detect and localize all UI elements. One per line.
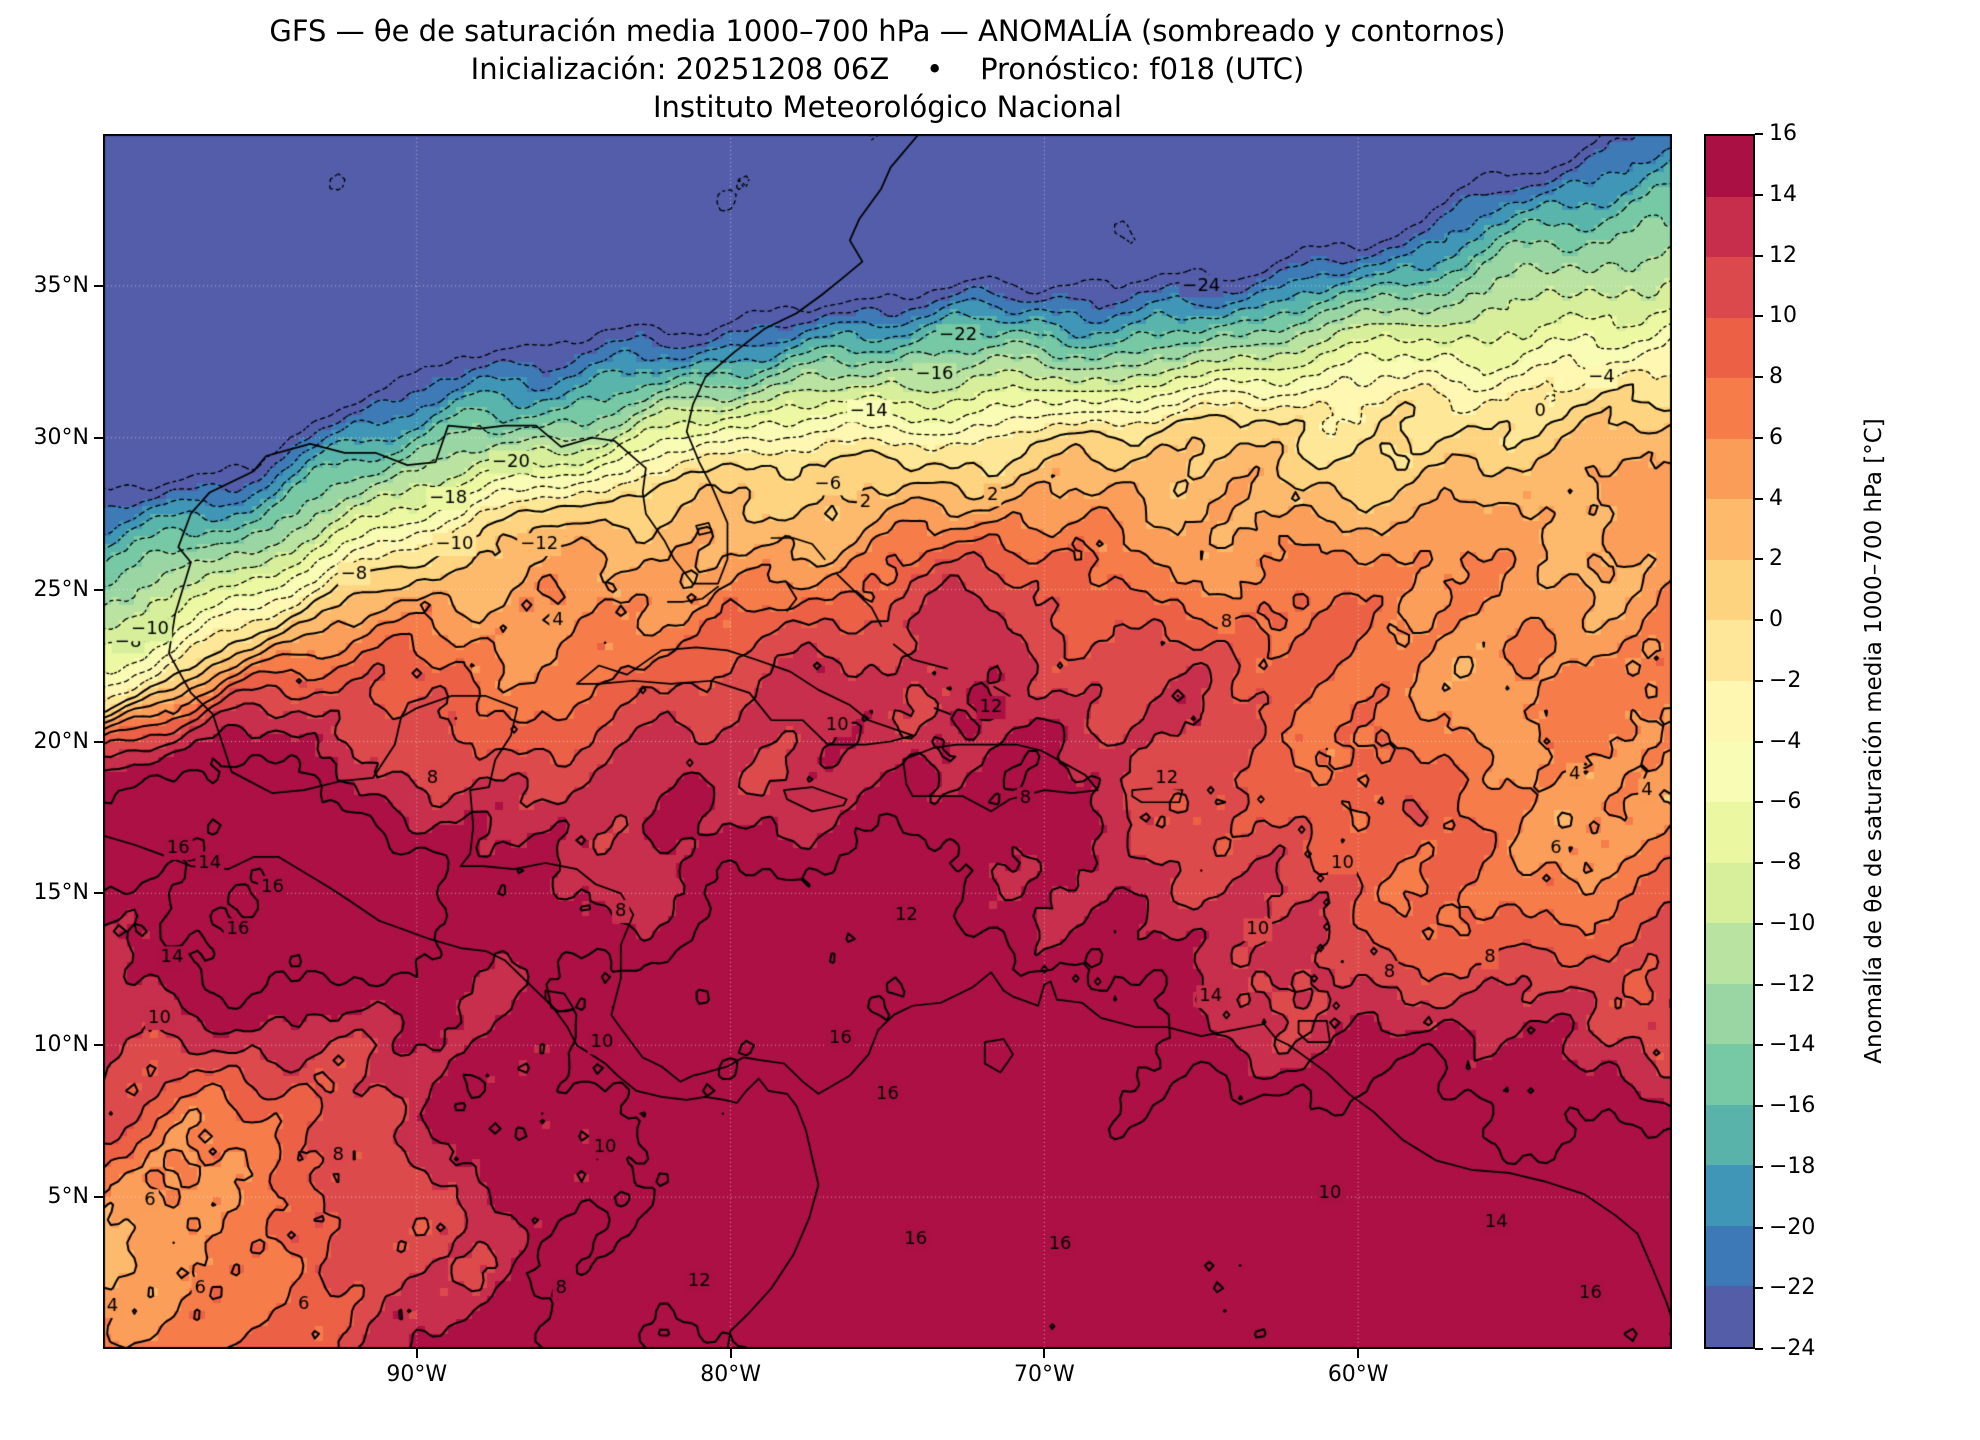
lat-tick-mark <box>94 588 103 591</box>
colorbar-tick-label: −8 <box>1769 850 1802 875</box>
map-canvas <box>103 134 1672 1349</box>
colorbar-tick-mark <box>1755 619 1763 621</box>
colorbar-segment <box>1706 196 1753 258</box>
colorbar <box>1704 134 1755 1349</box>
colorbar-tick-label: −6 <box>1769 789 1802 815</box>
colorbar-tick-mark <box>1755 133 1763 135</box>
colorbar-tick-mark <box>1755 436 1763 439</box>
colorbar-tick-mark <box>1755 254 1763 257</box>
colorbar-tick-label: 10 <box>1769 303 1797 329</box>
colorbar-segment <box>1706 802 1753 863</box>
colorbar-tick-mark <box>1755 862 1763 864</box>
colorbar-tick-mark <box>1755 193 1763 196</box>
colorbar-tick-label: 6 <box>1769 424 1783 450</box>
colorbar-tick-label: 14 <box>1769 181 1797 207</box>
colorbar-tick-mark <box>1755 497 1763 500</box>
lon-tick-label: 60°W <box>1327 1362 1389 1387</box>
colorbar-segment <box>1706 862 1753 924</box>
lon-tick-label: 80°W <box>700 1362 761 1387</box>
plot-institution: Instituto Meteorológico Nacional <box>653 90 1122 124</box>
lat-tick-mark <box>94 436 103 439</box>
colorbar-tick-label: −4 <box>1769 728 1802 754</box>
colorbar-tick-mark <box>1755 1287 1763 1290</box>
colorbar-tick-mark <box>1755 1165 1763 1168</box>
lon-tick-label: 90°W <box>386 1362 448 1387</box>
plot-subtitle: Inicialización: 20251208 06Z • Pronóstic… <box>470 52 1305 86</box>
colorbar-tick-label: −24 <box>1769 1336 1816 1361</box>
colorbar-segment <box>1706 317 1753 379</box>
colorbar-segment <box>1706 438 1753 500</box>
colorbar-tick-label: −12 <box>1769 971 1816 997</box>
colorbar-tick-label: −2 <box>1769 667 1802 693</box>
lat-tick-mark <box>94 1196 103 1199</box>
colorbar-tick-mark <box>1755 1348 1763 1350</box>
colorbar-tick-label: 12 <box>1769 242 1797 268</box>
lat-tick-label: 30°N <box>33 424 89 450</box>
lon-tick-label: 70°W <box>1014 1362 1075 1387</box>
plot-title: GFS — θe de saturación media 1000–700 hP… <box>269 14 1506 48</box>
colorbar-segment <box>1706 1286 1753 1347</box>
lat-tick-label: 20°N <box>33 728 89 754</box>
colorbar-tick-mark <box>1755 315 1763 318</box>
colorbar-tick-mark <box>1755 1226 1763 1229</box>
colorbar-tick-label: 4 <box>1769 485 1783 511</box>
lat-tick-mark <box>94 740 103 743</box>
map-plot <box>103 134 1672 1349</box>
lon-tick-mark <box>729 1349 732 1358</box>
colorbar-tick-mark <box>1755 558 1763 561</box>
colorbar-tick-mark <box>1755 679 1763 682</box>
colorbar-segment <box>1706 620 1753 681</box>
colorbar-segment <box>1706 257 1753 318</box>
colorbar-tick-label: −22 <box>1769 1275 1816 1301</box>
lat-tick-label: 15°N <box>33 880 89 906</box>
colorbar-segment <box>1706 680 1753 742</box>
colorbar-tick-mark <box>1755 1105 1763 1107</box>
colorbar-tick-label: −10 <box>1769 910 1816 936</box>
colorbar-segment <box>1706 983 1753 1045</box>
colorbar-tick-label: 16 <box>1769 121 1797 146</box>
colorbar-label: Anomalía de θe de saturación media 1000–… <box>1861 418 1887 1064</box>
colorbar-segment <box>1706 1225 1753 1287</box>
colorbar-segment <box>1706 499 1753 560</box>
colorbar-tick-label: 2 <box>1769 546 1783 572</box>
lat-tick-label: 5°N <box>47 1184 89 1210</box>
colorbar-segment <box>1706 741 1753 803</box>
lat-tick-mark <box>94 1044 103 1047</box>
colorbar-tick-label: −16 <box>1769 1093 1816 1118</box>
colorbar-tick-mark <box>1755 1044 1763 1047</box>
colorbar-segment <box>1706 1044 1753 1105</box>
colorbar-tick-mark <box>1755 801 1763 804</box>
lat-tick-mark <box>94 284 103 287</box>
colorbar-segment <box>1706 1104 1753 1166</box>
lat-tick-mark <box>94 892 103 895</box>
lat-tick-label: 35°N <box>33 272 89 298</box>
lat-tick-label: 10°N <box>33 1032 89 1058</box>
colorbar-tick-mark <box>1755 922 1763 925</box>
colorbar-tick-label: 0 <box>1769 607 1783 632</box>
lat-tick-label: 25°N <box>33 576 89 602</box>
colorbar-tick-mark <box>1755 376 1763 378</box>
colorbar-segment <box>1706 923 1753 984</box>
colorbar-tick-label: −14 <box>1769 1032 1816 1058</box>
colorbar-segment <box>1706 136 1753 197</box>
lon-tick-mark <box>1357 1349 1360 1358</box>
colorbar-tick-mark <box>1755 983 1763 986</box>
colorbar-segment <box>1706 559 1753 621</box>
colorbar-tick-label: −20 <box>1769 1214 1816 1240</box>
colorbar-tick-label: 8 <box>1769 364 1783 389</box>
lon-tick-mark <box>1043 1349 1046 1358</box>
colorbar-segment <box>1706 378 1753 439</box>
colorbar-tick-mark <box>1755 740 1763 743</box>
colorbar-tick-label: −18 <box>1769 1153 1816 1179</box>
lon-tick-mark <box>415 1349 418 1358</box>
colorbar-segment <box>1706 1165 1753 1226</box>
